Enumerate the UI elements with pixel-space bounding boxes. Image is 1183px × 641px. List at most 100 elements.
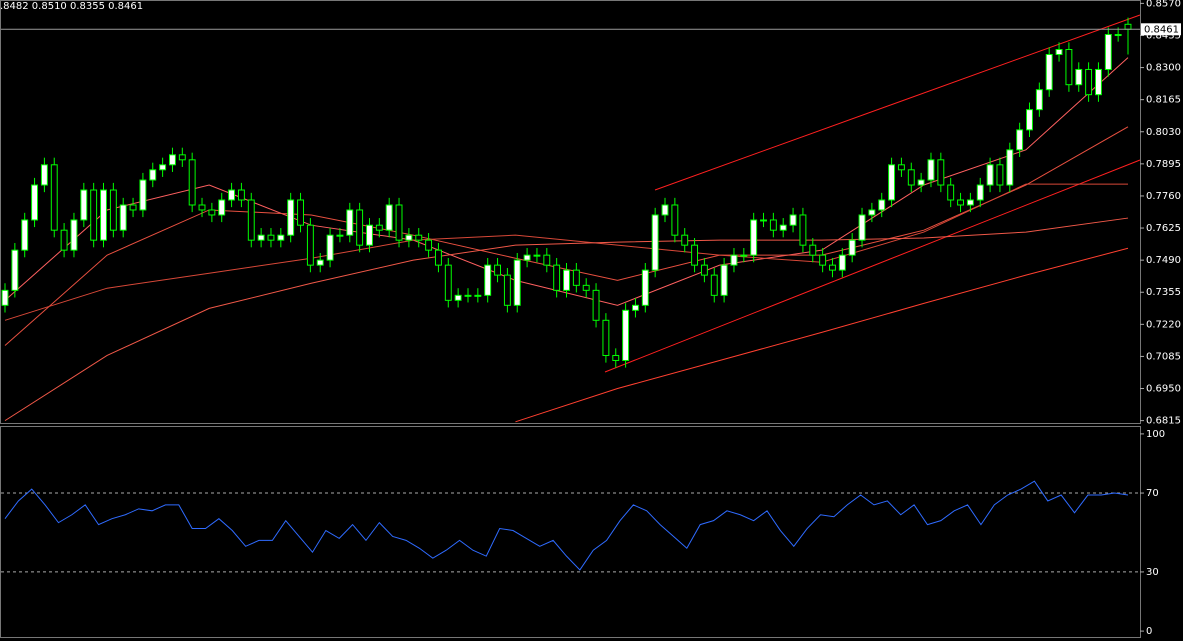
candle-body: [878, 199, 886, 211]
candle-body: [582, 284, 590, 291]
y-tick-label: 0.6950: [1146, 384, 1181, 395]
candle-body: [228, 189, 236, 201]
candle-body: [691, 244, 699, 266]
candle-body: [31, 184, 39, 221]
y-tick-label: 0.8570: [1146, 0, 1181, 9]
candle-body: [60, 229, 68, 251]
candle-body: [592, 289, 600, 321]
rsi-frame: [0, 426, 1141, 638]
candle-body: [661, 204, 669, 216]
candle-body: [385, 204, 393, 231]
candle-body: [119, 204, 127, 231]
last-price-box: [1141, 23, 1181, 36]
moving-average: [4, 183, 1128, 321]
candle-body: [750, 219, 758, 256]
header-ohlc: .8482 0.8510 0.8355 0.8461: [0, 1, 143, 12]
candle-body: [769, 219, 777, 231]
candle-body: [779, 224, 787, 231]
candle-body: [563, 269, 570, 291]
candle-body: [208, 209, 216, 216]
candle-body: [149, 169, 157, 181]
candle-body: [415, 234, 423, 241]
candle-body: [306, 224, 314, 266]
candle-body: [316, 259, 324, 266]
candle-body: [888, 164, 896, 201]
candle-body: [1045, 53, 1053, 91]
candle-body: [267, 234, 275, 241]
candle-body: [277, 234, 285, 241]
candle-body: [366, 224, 373, 246]
candle-body: [543, 254, 551, 266]
y-tick-label: 70: [1146, 488, 1159, 499]
candle-body: [169, 154, 176, 166]
candle-body: [1035, 89, 1043, 111]
candle-body: [966, 199, 974, 206]
y-tick-label: 0.7220: [1146, 319, 1181, 330]
y-tick-label: 0.8165: [1146, 95, 1181, 106]
candle-body: [1085, 68, 1093, 96]
candle-body: [484, 264, 492, 296]
candle-body: [503, 274, 511, 306]
candle-body: [572, 269, 580, 286]
candle-body: [80, 189, 88, 221]
candle-body: [740, 254, 748, 257]
rsi-line: [4, 480, 1129, 571]
trend-line-lower: [604, 159, 1141, 373]
candle-body: [602, 319, 610, 356]
candle-body: [710, 274, 718, 296]
candle-body: [553, 264, 561, 291]
candle-body: [917, 179, 925, 186]
candle-body: [809, 244, 817, 256]
candle-body: [1006, 149, 1014, 186]
y-tick-label: 0.6815: [1146, 416, 1181, 427]
candle-body: [336, 234, 344, 237]
candle-body: [159, 164, 167, 171]
candle-body: [957, 199, 964, 206]
candle-body: [356, 209, 364, 246]
candle-body: [720, 264, 728, 296]
y-tick-label: 0.7490: [1146, 255, 1181, 266]
candle-body: [188, 159, 196, 206]
candle-body: [375, 224, 383, 231]
candle-body: [1124, 23, 1132, 30]
y-tick-label: 0.8435: [1146, 30, 1181, 41]
candle-body: [444, 264, 452, 301]
y-tick-label: 0.7355: [1146, 287, 1181, 298]
candle-body: [1, 289, 9, 306]
candle-body: [523, 254, 531, 261]
candle-body: [139, 179, 147, 211]
candle-body: [829, 264, 836, 271]
candle-body: [986, 164, 994, 186]
y-tick-label: 0.7760: [1146, 191, 1181, 202]
candle-body: [907, 169, 915, 186]
moving-average: [515, 247, 1129, 423]
y-tick-label: 0.8300: [1146, 63, 1181, 74]
candle-body: [533, 254, 541, 257]
candle-body: [198, 204, 206, 211]
candle-body: [464, 294, 472, 297]
candle-body: [100, 189, 107, 241]
y-tick-label: 0.7085: [1146, 351, 1181, 362]
candle-body: [494, 264, 501, 276]
candle-body: [632, 304, 639, 311]
candle-body: [996, 164, 1004, 186]
candle-body: [1055, 49, 1063, 55]
last-price-label: 0.8461: [1144, 24, 1179, 35]
moving-average: [4, 217, 1129, 422]
candle-body: [513, 259, 521, 306]
candle-body: [434, 249, 442, 266]
candle-body: [700, 264, 708, 276]
candle-body: [848, 239, 856, 256]
candle-body: [1026, 109, 1033, 131]
candle-body: [681, 234, 689, 246]
trend-line-upper: [654, 14, 1141, 191]
candle-body: [287, 199, 295, 236]
candle-body: [297, 199, 304, 226]
candle-body: [1094, 68, 1102, 96]
candle-body: [799, 214, 807, 246]
y-tick-label: 30: [1146, 567, 1159, 578]
candle-body: [50, 164, 58, 231]
y-tick-label: 100: [1146, 429, 1165, 440]
candle-body: [868, 209, 876, 216]
